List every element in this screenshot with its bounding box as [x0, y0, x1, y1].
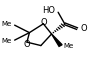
Text: HO: HO [42, 6, 55, 15]
Text: Me: Me [1, 38, 11, 44]
Text: O: O [40, 18, 47, 27]
Polygon shape [52, 34, 62, 46]
Text: O: O [23, 40, 30, 49]
Text: Me: Me [1, 21, 11, 27]
Text: O: O [80, 24, 87, 33]
Text: Me: Me [64, 43, 74, 49]
